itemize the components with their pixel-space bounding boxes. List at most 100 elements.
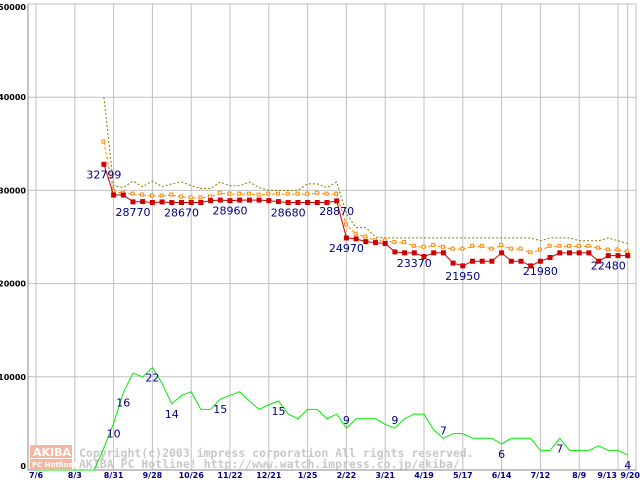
data-point-average-price <box>363 234 368 239</box>
data-label: 7 <box>556 442 563 455</box>
data-point-average-price <box>227 191 232 196</box>
data-point-average-price <box>421 244 426 249</box>
data-point-average-price <box>169 192 174 197</box>
data-point-min-price <box>130 199 136 205</box>
data-label: 16 <box>116 397 130 410</box>
data-point-min-price <box>450 260 456 266</box>
data-point-min-price <box>508 258 514 264</box>
grid <box>27 3 637 471</box>
watermark: AKIBA PC Hotline! Copyright(c)2003 impre… <box>30 445 474 471</box>
data-point-min-price <box>276 199 281 205</box>
data-point-min-price <box>179 200 184 206</box>
data-point-min-price <box>470 258 475 264</box>
y-tick-label: 10000 <box>0 373 26 382</box>
data-point-min-price <box>237 197 243 203</box>
site-url-text: AKIBA PC Hotline! http://www.watch.impre… <box>79 457 460 471</box>
data-point-min-price <box>411 250 417 256</box>
data-label: 28680 <box>271 207 306 220</box>
data-point-average-price <box>547 243 552 248</box>
data-point-average-price <box>479 243 484 248</box>
data-point-average-price <box>149 193 154 198</box>
data-point-average-price <box>499 242 504 247</box>
x-tick-label: 5/17 <box>453 471 473 480</box>
x-tick-label: 9/28 <box>143 471 163 480</box>
data-point-min-price <box>159 199 165 205</box>
logo-bottom-box <box>30 459 72 469</box>
data-point-average-price <box>557 243 562 248</box>
series <box>36 97 631 471</box>
y-tick-label: 30000 <box>0 186 26 195</box>
data-label: 28770 <box>116 206 151 219</box>
data-point-average-price <box>285 191 290 196</box>
data-point-average-price <box>596 245 601 250</box>
x-tick-label: 10/26 <box>179 471 205 480</box>
x-tick-label: 8/3 <box>68 471 82 480</box>
data-point-min-price <box>101 161 107 167</box>
data-point-average-price <box>217 190 222 195</box>
data-point-average-price <box>411 243 416 248</box>
data-point-min-price <box>567 250 572 256</box>
data-point-min-price <box>246 197 252 203</box>
x-tick-label: 12/21 <box>256 471 282 480</box>
data-label: 6 <box>498 448 505 461</box>
data-point-min-price <box>363 239 369 245</box>
x-tick-label: 11/22 <box>217 471 242 480</box>
x-tick-label: 9/13 <box>597 471 617 480</box>
data-point-min-price <box>557 250 563 256</box>
data-point-average-price <box>295 191 300 196</box>
logo-top-box <box>30 445 72 458</box>
data-point-average-price <box>246 191 251 196</box>
x-tick-label: 3/21 <box>375 471 395 480</box>
series-line-max-price <box>103 97 628 245</box>
data-point-average-price <box>392 240 397 245</box>
data-point-min-price <box>140 199 146 205</box>
data-point-average-price <box>440 244 445 249</box>
data-point-average-price <box>179 194 183 199</box>
data-label: 15 <box>213 403 227 416</box>
data-point-average-price <box>402 240 407 245</box>
data-point-min-price <box>479 258 485 264</box>
data-point-min-price <box>149 200 155 206</box>
data-point-min-price <box>382 241 388 247</box>
data-point-average-price <box>305 191 310 196</box>
data-point-min-price <box>295 200 301 206</box>
x-tick-label: 7/12 <box>531 471 551 480</box>
data-point-average-price <box>266 191 271 196</box>
data-point-average-price <box>208 194 213 199</box>
data-label: 28870 <box>319 205 354 218</box>
data-point-average-price <box>198 195 203 200</box>
data-point-average-price <box>489 246 494 251</box>
data-point-min-price <box>489 258 495 264</box>
data-label: 9 <box>343 414 350 427</box>
data-point-min-price <box>518 258 524 264</box>
logo-bottom-text: PC Hotline! <box>32 461 76 469</box>
data-point-average-price <box>237 191 242 196</box>
data-point-min-price <box>421 254 427 260</box>
data-point-min-price <box>547 255 553 261</box>
data-label: 4 <box>624 459 631 472</box>
data-point-average-price <box>314 190 319 195</box>
data-point-average-price <box>615 247 620 252</box>
y-tick-label: 50000 <box>0 3 26 12</box>
data-point-min-price <box>266 198 272 204</box>
y-tick-label: 20000 <box>0 280 26 289</box>
data-point-min-price <box>402 250 408 256</box>
data-point-average-price <box>470 243 474 248</box>
data-point-average-price <box>537 247 542 252</box>
data-label: 15 <box>272 405 286 418</box>
data-point-min-price <box>188 200 194 206</box>
data-point-average-price <box>586 243 591 248</box>
data-point-min-price <box>576 250 582 256</box>
x-tick-label: 1/25 <box>298 471 318 480</box>
data-point-min-price <box>528 263 534 269</box>
data-label: 22 <box>145 371 159 384</box>
data-point-average-price <box>518 246 523 251</box>
data-point-min-price <box>227 198 233 204</box>
data-point-min-price <box>324 200 330 206</box>
data-label: 10 <box>107 427 121 440</box>
data-label: 28670 <box>164 207 199 220</box>
data-point-average-price <box>450 246 455 251</box>
data-point-average-price <box>567 243 571 248</box>
